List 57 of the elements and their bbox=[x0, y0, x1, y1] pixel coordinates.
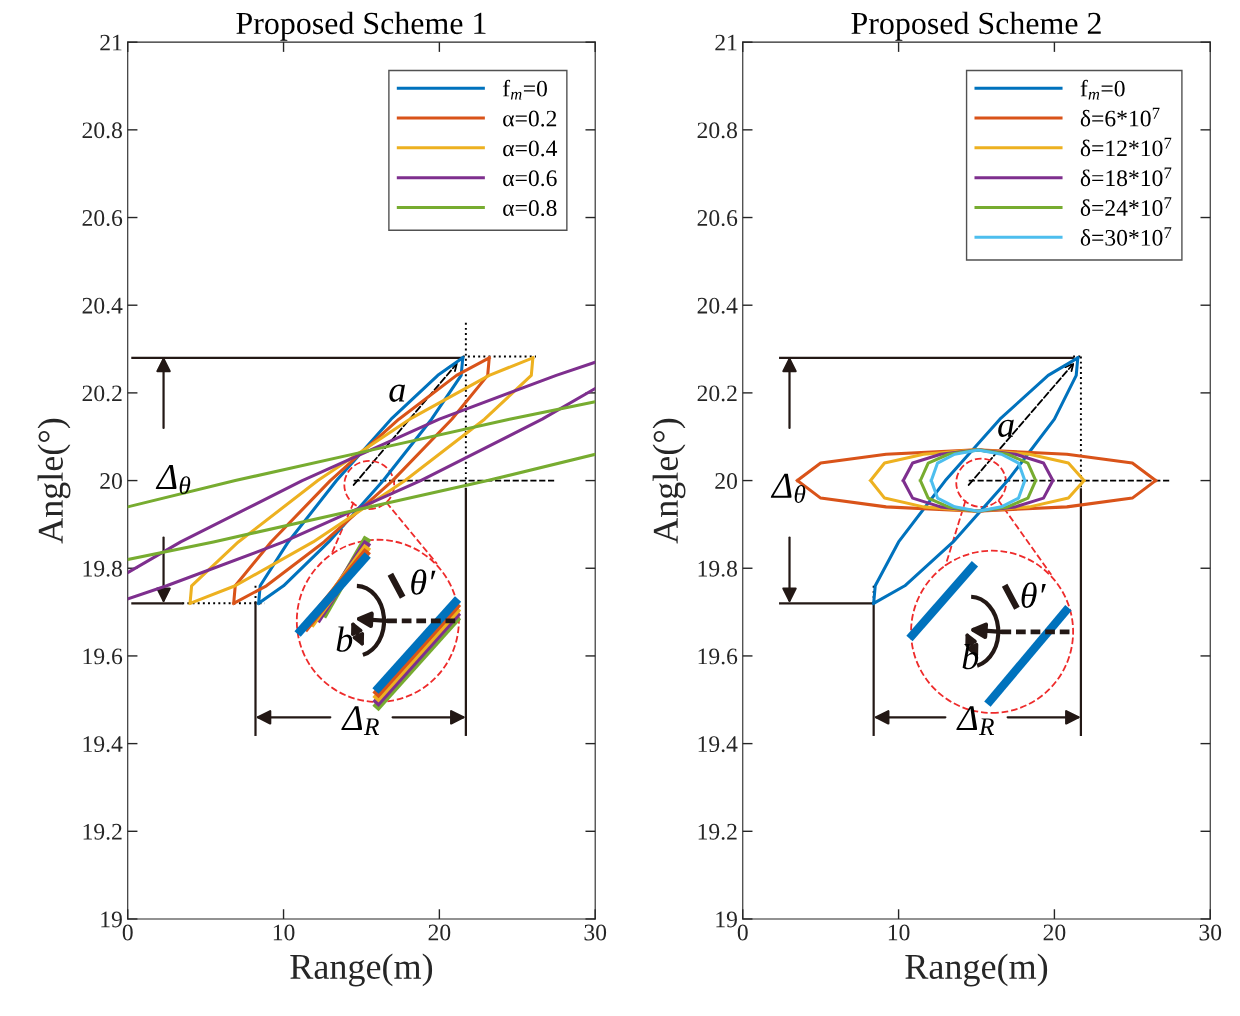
legend-label: δ=6*10$^{7}$ bbox=[1080, 107, 1160, 127]
annotation: Δ$_{θ}$ bbox=[770, 473, 806, 503]
y-tick-label: 19.6 bbox=[83, 648, 123, 665]
y-tick-label: 19.6 bbox=[698, 648, 738, 665]
annotation: b bbox=[336, 626, 353, 652]
legend-label: α=0.2 bbox=[503, 110, 557, 127]
legend-label: α=0.8 bbox=[503, 200, 557, 217]
x-axis-title: Range(m) bbox=[905, 953, 1048, 987]
y-tick-label: 19.4 bbox=[698, 736, 738, 753]
legend-label: f$_{m}$=0 bbox=[502, 79, 547, 100]
x-axis-title: Range(m) bbox=[290, 953, 433, 987]
y-tick-label: 21 bbox=[715, 34, 737, 51]
x-tick-label: 10 bbox=[273, 924, 295, 941]
x-tick-label: 10 bbox=[888, 924, 910, 941]
annotation: θ′ bbox=[411, 569, 436, 595]
y-tick-label: 20.8 bbox=[697, 122, 737, 139]
y-tick-label: 19.8 bbox=[83, 560, 122, 577]
y-tick-label: 20.2 bbox=[697, 385, 737, 402]
y-tick-label: 21 bbox=[100, 34, 122, 51]
x-tick-label: 0 bbox=[122, 924, 133, 941]
legend-label: α=0.4 bbox=[503, 140, 558, 157]
y-axis-title: Angle(°) bbox=[37, 418, 71, 544]
annotation: a bbox=[389, 384, 405, 402]
legend-label: f$_{m}$=0 bbox=[1080, 79, 1125, 100]
y-tick-label: 19 bbox=[716, 911, 737, 928]
y-tick-label: 20.6 bbox=[82, 210, 123, 227]
y-tick-label: 20.2 bbox=[82, 385, 122, 402]
annotation: b bbox=[962, 643, 979, 670]
y-tick-label: 19.8 bbox=[698, 560, 737, 577]
x-tick-label: 20 bbox=[1043, 924, 1066, 941]
legend-label: α=0.6 bbox=[503, 170, 557, 187]
y-axis-title: Angle(°) bbox=[652, 418, 686, 544]
legend-label: δ=12*10$^{7}$ bbox=[1080, 137, 1172, 157]
annotation: θ′ bbox=[1021, 582, 1046, 608]
legend-label: δ=24*10$^{7}$ bbox=[1080, 197, 1172, 216]
chart-title: Proposed Scheme 1 bbox=[236, 11, 486, 41]
y-tick-label: 19.2 bbox=[83, 823, 122, 840]
y-tick-label: 20.4 bbox=[697, 297, 738, 314]
x-tick-label: 0 bbox=[737, 924, 748, 941]
y-tick-label: 19 bbox=[101, 911, 122, 928]
x-tick-label: 30 bbox=[584, 924, 607, 941]
annotation: a bbox=[998, 419, 1014, 438]
y-tick-label: 20.6 bbox=[697, 210, 738, 227]
y-tick-label: 19.2 bbox=[698, 823, 737, 840]
legend-label: δ=18*10$^{7}$ bbox=[1080, 167, 1172, 187]
legend-label: δ=30*10$^{7}$ bbox=[1080, 227, 1172, 246]
y-tick-label: 20.8 bbox=[82, 122, 122, 139]
annotation: Δ$_{R}$ bbox=[956, 706, 995, 735]
annotation: Δ$_{R}$ bbox=[341, 706, 380, 735]
annotation: Δ$_{θ}$ bbox=[155, 465, 191, 495]
x-tick-label: 20 bbox=[428, 924, 451, 941]
y-tick-label: 19.4 bbox=[83, 736, 123, 753]
y-tick-label: 20 bbox=[715, 473, 737, 489]
y-tick-label: 20 bbox=[100, 473, 122, 489]
chart-title: Proposed Scheme 2 bbox=[851, 11, 1101, 41]
x-tick-label: 30 bbox=[1199, 924, 1222, 941]
y-tick-label: 20.4 bbox=[82, 297, 123, 314]
